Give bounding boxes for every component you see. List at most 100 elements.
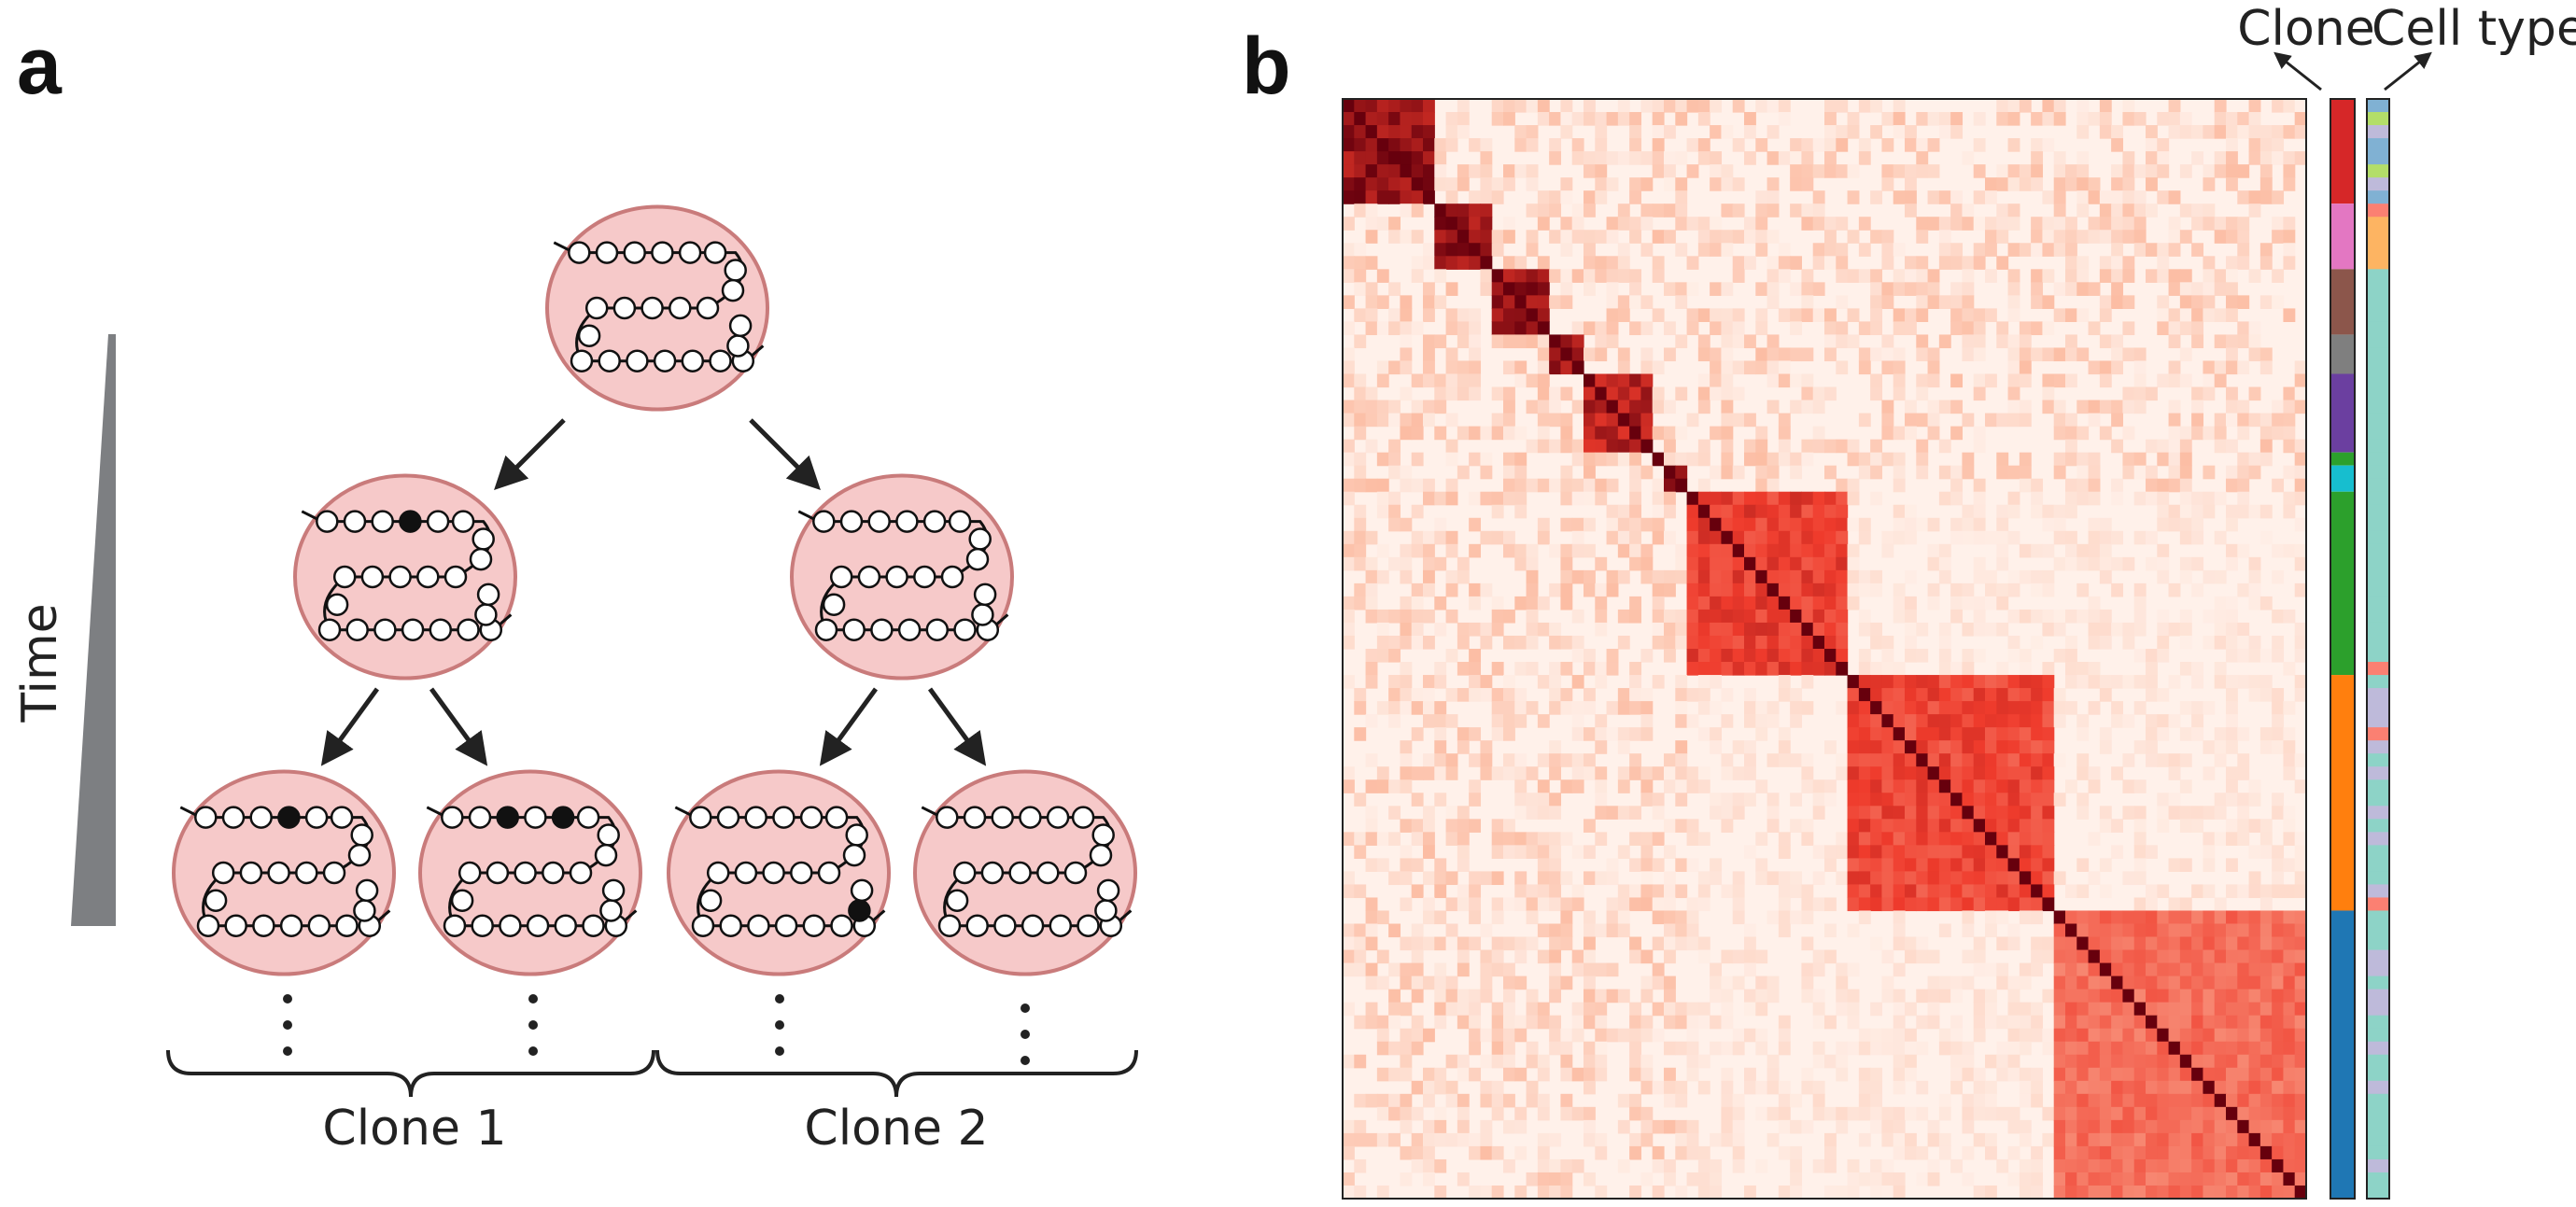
heatmap-cell	[2179, 806, 2192, 820]
heatmap-cell	[1423, 99, 1435, 113]
genome-site	[343, 510, 367, 533]
heatmap-cell	[2133, 949, 2147, 964]
heatmap-cell	[1675, 936, 1688, 951]
heatmap-cell	[1836, 649, 1849, 663]
genome-site	[471, 914, 494, 937]
heatmap-cell	[2191, 386, 2204, 401]
heatmap-cell	[1411, 766, 1424, 780]
heatmap-cell	[1893, 740, 1906, 754]
heatmap-cell	[1847, 753, 1860, 767]
heatmap-cell	[1445, 491, 1458, 506]
heatmap-cell	[2099, 923, 2112, 938]
heatmap-cell	[2226, 1015, 2238, 1030]
heatmap-cell	[1400, 622, 1413, 637]
heatmap-cell	[2053, 112, 2066, 126]
genome-site	[211, 861, 235, 885]
heatmap-cell	[1434, 1080, 1447, 1095]
heatmap-cell	[1354, 1185, 1367, 1200]
heatmap-cell	[1595, 1041, 1608, 1056]
heatmap-cell	[1675, 884, 1688, 899]
genome-site	[640, 296, 664, 320]
heatmap-cell	[1445, 936, 1458, 951]
heatmap-cell	[1790, 1093, 1803, 1108]
heatmap-cell	[1549, 662, 1562, 676]
heatmap-cell	[2019, 452, 2032, 467]
heatmap-cell	[2214, 1158, 2227, 1173]
heatmap-cell	[1354, 884, 1367, 899]
heatmap-cell	[2088, 452, 2101, 467]
heatmap-cell	[2179, 1172, 2192, 1186]
heatmap-cell	[1744, 635, 1756, 650]
heatmap-cell	[1893, 452, 1906, 467]
heatmap-cell	[1423, 1158, 1435, 1173]
heatmap-cell	[1686, 858, 1699, 872]
heatmap-cell	[2019, 1093, 2032, 1108]
heatmap-cell	[2146, 177, 2158, 191]
heatmap-cell	[1847, 727, 1860, 741]
heatmap-cell	[1400, 543, 1413, 558]
heatmap-cell	[1354, 269, 1367, 283]
heatmap-cell	[1812, 989, 1825, 1003]
heatmap-cell	[1870, 779, 1883, 793]
heatmap-cell	[1824, 517, 1837, 532]
heatmap-cell	[1388, 1002, 1401, 1017]
heatmap-cell	[2168, 949, 2181, 964]
heatmap-cell	[1973, 321, 1986, 336]
heatmap-cell	[2111, 269, 2124, 283]
heatmap-cell	[2146, 465, 2158, 480]
heatmap-cell	[1388, 556, 1401, 571]
heatmap-cell	[2122, 871, 2135, 886]
heatmap-cell	[1537, 858, 1550, 872]
heatmap-cell	[1905, 832, 1917, 846]
heatmap-cell	[1881, 649, 1894, 663]
heatmap-cell	[1710, 1158, 1723, 1173]
heatmap-cell	[1697, 936, 1710, 951]
heatmap-cell	[1905, 1132, 1917, 1147]
heatmap-cell	[2019, 413, 2032, 428]
heatmap-cell	[1836, 478, 1849, 493]
heatmap-cell	[2168, 400, 2181, 414]
heatmap-cell	[1744, 334, 1756, 349]
genome-site	[726, 334, 750, 358]
heatmap-cell	[1812, 517, 1825, 532]
heatmap-cell	[1434, 753, 1447, 767]
heatmap-cell	[2168, 806, 2181, 820]
heatmap-cell	[1445, 256, 1458, 270]
heatmap-cell	[1560, 1093, 1573, 1108]
heatmap-cell	[2237, 164, 2250, 178]
heatmap-cell	[2168, 793, 2181, 807]
heatmap-cell	[1790, 582, 1803, 597]
heatmap-cell	[1537, 1106, 1550, 1121]
heatmap-cell	[1790, 714, 1803, 728]
heatmap-cell	[2007, 819, 2020, 833]
heatmap-cell	[1881, 727, 1894, 741]
heatmap-cell	[2179, 569, 2192, 584]
heatmap-cell	[2088, 635, 2101, 650]
heatmap-cell	[1962, 1119, 1975, 1134]
heatmap-cell	[1664, 400, 1676, 414]
heatmap-cell	[1652, 386, 1665, 401]
heatmap-cell	[2042, 138, 2055, 152]
heatmap-cell	[1469, 622, 1482, 637]
heatmap-cell	[1767, 177, 1780, 191]
heatmap-cell	[1962, 727, 1975, 741]
heatmap-cell	[1697, 243, 1710, 257]
heatmap-cell	[1664, 439, 1676, 454]
heatmap-cell	[1710, 569, 1723, 584]
heatmap-cell	[2099, 269, 2112, 283]
heatmap-cell	[1881, 413, 1894, 428]
heatmap-cell	[1985, 910, 1997, 925]
heatmap-cell	[1560, 1054, 1573, 1069]
heatmap-cell	[1629, 1067, 1642, 1082]
heatmap-cell	[1514, 256, 1527, 270]
heatmap-cell	[1744, 217, 1756, 231]
heatmap-cell	[2203, 701, 2216, 715]
heatmap-cell	[1767, 478, 1780, 493]
heatmap-cell	[2065, 1054, 2077, 1069]
genome-site	[360, 565, 385, 589]
heatmap-cell	[2248, 1145, 2261, 1160]
heatmap-cell	[1537, 217, 1550, 231]
heatmap-cell	[1503, 321, 1515, 336]
heatmap-cell	[2111, 1015, 2124, 1030]
heatmap-cell	[1697, 99, 1710, 113]
